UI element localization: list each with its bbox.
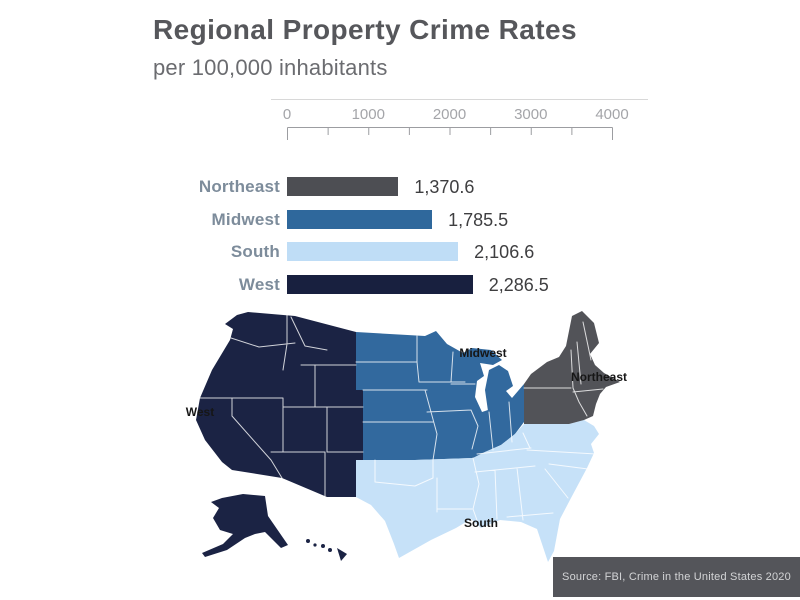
map-region-midwest bbox=[356, 331, 524, 460]
map-alaska bbox=[202, 494, 288, 557]
bar-row-midwest: Midwest 1,785.5 bbox=[160, 209, 780, 230]
us-region-map: West Midwest Northeast South bbox=[186, 311, 627, 562]
axis-tick-label-0: 0 bbox=[282, 106, 292, 123]
bar-northeast bbox=[287, 177, 399, 196]
map-label-south: South bbox=[464, 516, 498, 530]
page-title: Regional Property Crime Rates bbox=[153, 14, 577, 45]
axis-tick-label-1000: 1000 bbox=[351, 106, 385, 123]
bar-south bbox=[287, 242, 459, 261]
map-hawaii bbox=[306, 539, 347, 561]
bar-row-south: South 2,106.6 bbox=[160, 242, 780, 262]
map-label-west: West bbox=[186, 405, 214, 419]
bar-west bbox=[287, 274, 473, 294]
bar-label-northeast: Northeast bbox=[198, 177, 280, 196]
source-box: Source: FBI, Crime in the United States … bbox=[553, 557, 800, 597]
axis-tick-label-2000: 2000 bbox=[432, 106, 467, 123]
bar-value-northeast: 1,370.6 bbox=[414, 177, 475, 197]
bar-row-west: West 2,286.5 bbox=[160, 274, 780, 295]
map-label-midwest: Midwest bbox=[459, 346, 506, 360]
bar-label-midwest: Midwest bbox=[211, 209, 280, 229]
bar-label-west: West bbox=[238, 274, 280, 294]
axis-ruler bbox=[287, 127, 613, 140]
map-label-northeast: Northeast bbox=[571, 370, 627, 384]
axis-top-separator bbox=[271, 99, 648, 100]
axis-tick-label-3000: 3000 bbox=[514, 106, 548, 123]
map-region-west bbox=[196, 312, 363, 497]
bar-label-south: South bbox=[230, 242, 280, 261]
source-text: Source: FBI, Crime in the United States … bbox=[562, 571, 791, 583]
bar-midwest bbox=[287, 209, 433, 229]
state-border-lines bbox=[199, 314, 604, 524]
bar-value-south: 2,106.6 bbox=[474, 242, 535, 262]
axis-tick-label-4000: 4000 bbox=[595, 106, 629, 123]
bar-value-midwest: 1,785.5 bbox=[448, 209, 509, 230]
page-subtitle: per 100,000 inhabitants bbox=[153, 55, 388, 80]
map-michigan bbox=[485, 365, 513, 411]
bar-value-west: 2,286.5 bbox=[488, 274, 549, 295]
bar-row-northeast: Northeast 1,370.6 bbox=[160, 177, 780, 197]
